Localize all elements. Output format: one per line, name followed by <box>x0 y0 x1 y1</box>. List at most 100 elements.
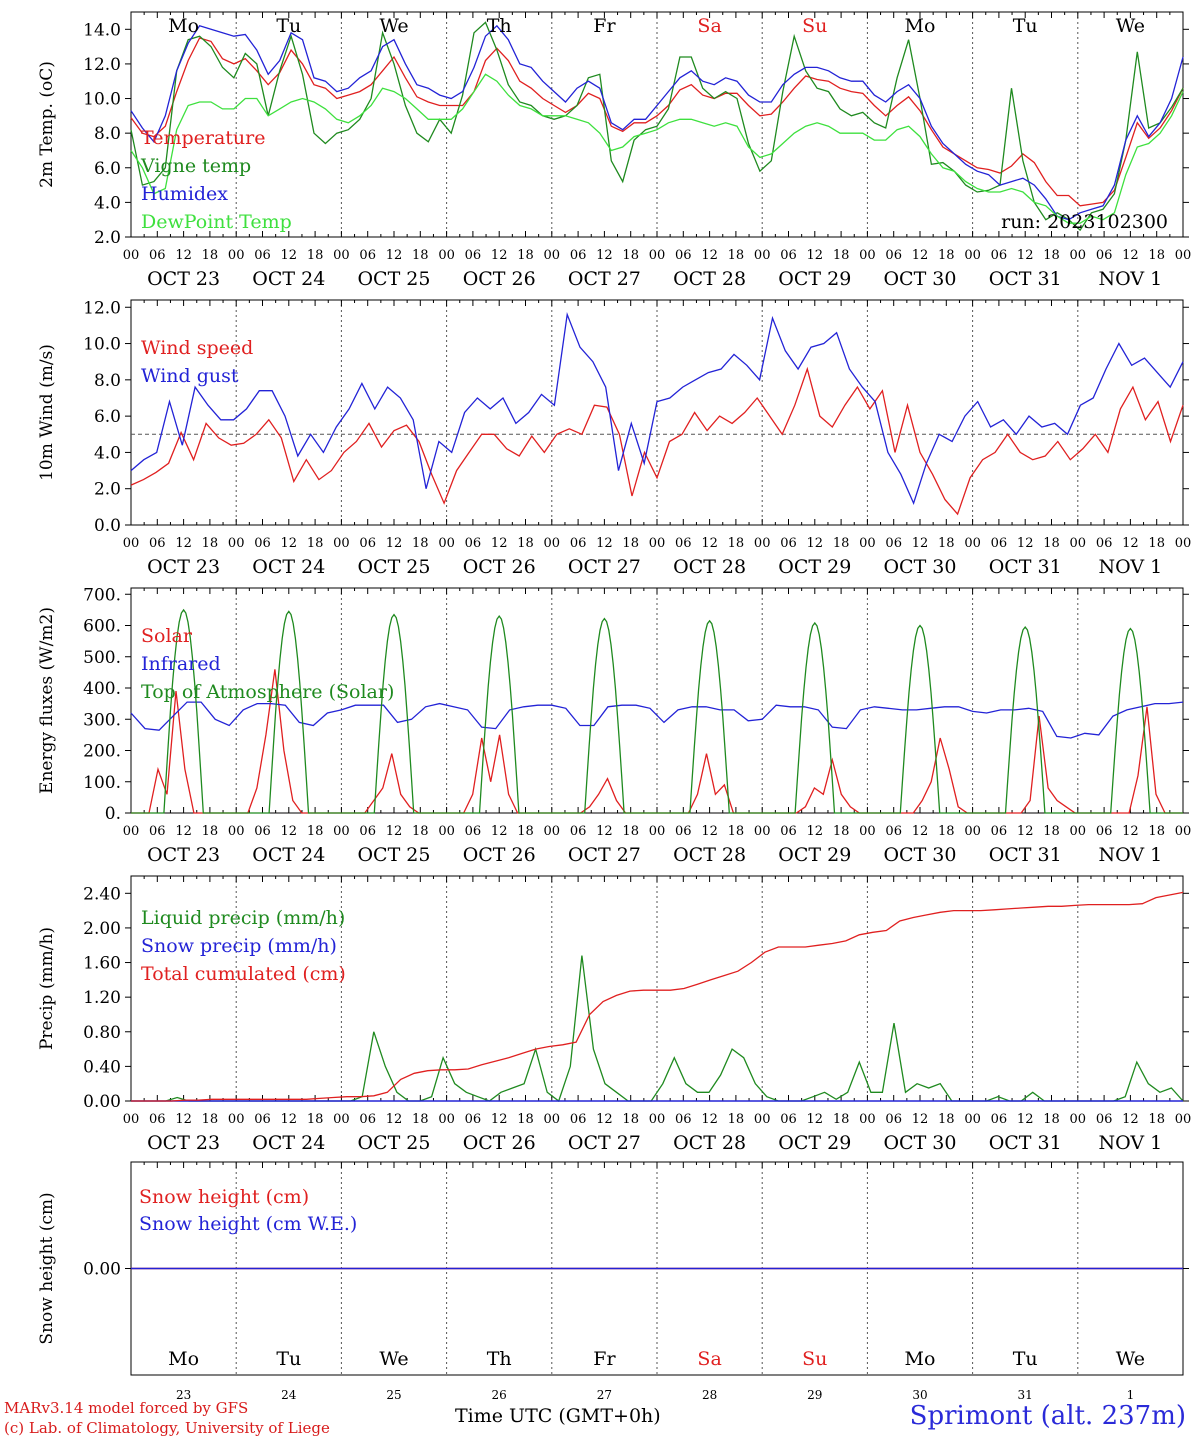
day-name: Sa <box>697 1348 721 1370</box>
hour-label: 12 <box>701 824 718 839</box>
hour-label: 12 <box>386 824 403 839</box>
hour-label: 18 <box>412 248 429 263</box>
hour-label: 12 <box>596 536 613 551</box>
date-label: OCT 31 <box>989 844 1062 866</box>
hour-label: 12 <box>701 248 718 263</box>
legend-entry: Wind speed <box>141 337 253 359</box>
day-number: 31 <box>1018 1388 1033 1402</box>
hour-label: 00 <box>123 248 140 263</box>
hour-label: 12 <box>912 824 929 839</box>
y-tick-label: 300. <box>83 710 121 730</box>
hour-label: 12 <box>701 1112 718 1127</box>
hour-label: 06 <box>675 824 692 839</box>
date-label: OCT 24 <box>252 268 325 290</box>
hour-label: 18 <box>1043 1112 1060 1127</box>
date-label: OCT 29 <box>778 268 851 290</box>
hour-label: 12 <box>386 1112 403 1127</box>
hour-label: 18 <box>728 536 745 551</box>
date-label: OCT 27 <box>568 556 641 578</box>
hour-label: 12 <box>701 536 718 551</box>
date-label: OCT 27 <box>568 1132 641 1154</box>
hour-label: 18 <box>412 824 429 839</box>
date-label: OCT 27 <box>568 268 641 290</box>
day-name: Tu <box>1013 15 1038 37</box>
hour-label: 00 <box>859 824 876 839</box>
y-tick-label: 10.0 <box>83 90 121 110</box>
hour-label: 06 <box>359 824 376 839</box>
date-label: OCT 26 <box>463 556 536 578</box>
day-name: Su <box>802 1348 827 1370</box>
day-number: 27 <box>597 1388 612 1402</box>
y-axis-title: 2m Temp. (oC) <box>37 61 57 188</box>
hour-label: 06 <box>254 248 271 263</box>
hour-label: 12 <box>175 1112 192 1127</box>
hour-label: 06 <box>254 536 271 551</box>
hour-label: 12 <box>1017 536 1034 551</box>
day-number: 23 <box>176 1388 191 1402</box>
day-number: 29 <box>807 1388 822 1402</box>
hour-label: 18 <box>202 824 219 839</box>
y-tick-label: 100. <box>83 773 121 793</box>
date-label: OCT 24 <box>252 1132 325 1154</box>
hour-label: 18 <box>833 824 850 839</box>
day-name: Mo <box>168 1348 199 1370</box>
legend-entry: Top of Atmosphere (Solar) <box>141 681 394 703</box>
date-label: OCT 31 <box>989 556 1062 578</box>
hour-label: 00 <box>754 824 771 839</box>
date-label: OCT 29 <box>778 556 851 578</box>
date-label: NOV 1 <box>1099 844 1163 866</box>
hour-label: 00 <box>228 824 245 839</box>
date-label: OCT 28 <box>673 1132 746 1154</box>
hour-label: 06 <box>465 536 482 551</box>
date-label: OCT 28 <box>673 844 746 866</box>
hour-label: 00 <box>544 824 561 839</box>
hour-label: 12 <box>912 1112 929 1127</box>
hour-label: 00 <box>1070 248 1087 263</box>
day-number: 30 <box>912 1388 927 1402</box>
hour-label: 18 <box>307 824 324 839</box>
series-line-wind-gust <box>130 311 1184 506</box>
hour-label: 12 <box>491 536 508 551</box>
series-line-temperature <box>130 37 1184 207</box>
hour-label: 06 <box>254 1112 271 1127</box>
date-label: OCT 30 <box>883 556 956 578</box>
day-name: We <box>1116 15 1145 37</box>
date-label: OCT 30 <box>883 844 956 866</box>
hour-label: 06 <box>359 1112 376 1127</box>
legend-entry: Liquid precip (mm/h) <box>141 907 345 929</box>
hour-label: 12 <box>596 824 613 839</box>
date-label: OCT 25 <box>357 844 430 866</box>
day-number: 26 <box>492 1388 507 1402</box>
hour-label: 12 <box>807 1112 824 1127</box>
hour-label: 18 <box>1043 248 1060 263</box>
hour-label: 18 <box>412 536 429 551</box>
day-name: Tu <box>276 1348 301 1370</box>
y-tick-label: 500. <box>83 648 121 668</box>
hour-label: 00 <box>754 1112 771 1127</box>
date-label: OCT 23 <box>147 556 220 578</box>
hour-label: 12 <box>807 536 824 551</box>
hour-label: 12 <box>807 824 824 839</box>
legend-entry: Infrared <box>141 653 221 675</box>
hour-label: 00 <box>1070 824 1087 839</box>
hour-label: 00 <box>1070 1112 1087 1127</box>
hour-label: 18 <box>938 1112 955 1127</box>
hour-label: 18 <box>622 824 639 839</box>
hour-label: 18 <box>517 824 534 839</box>
hour-label: 00 <box>544 536 561 551</box>
y-tick-label: 12.0 <box>83 298 121 318</box>
hour-label: 06 <box>149 248 166 263</box>
day-name: Th <box>487 15 512 37</box>
hour-label: 00 <box>333 536 350 551</box>
date-label: OCT 29 <box>778 844 851 866</box>
y-tick-label: 0.00 <box>83 1260 121 1280</box>
hour-label: 18 <box>938 248 955 263</box>
hour-label: 18 <box>728 1112 745 1127</box>
hour-label: 12 <box>281 536 298 551</box>
legend-entry: DewPoint Temp <box>141 211 292 233</box>
hour-label: 18 <box>202 248 219 263</box>
hour-label: 00 <box>649 536 666 551</box>
run-label: run: 2023102300 <box>1001 211 1168 233</box>
hour-label: 06 <box>359 536 376 551</box>
hour-label: 00 <box>228 536 245 551</box>
